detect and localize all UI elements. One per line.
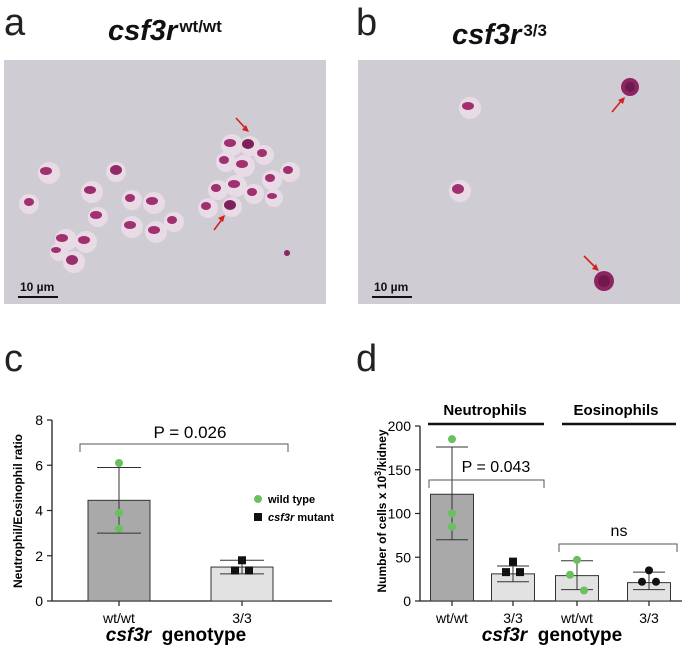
x-axis-label: csf3r genotype [482, 625, 622, 646]
cell-cluster-left [19, 162, 184, 273]
panel-a-title: csf3r wt/wt [108, 16, 222, 46]
data-point [115, 458, 123, 467]
legend-marker-wild-type [254, 495, 262, 503]
x-axis-label-rest: genotype [527, 625, 622, 646]
y-tick-label: 4 [35, 503, 43, 519]
data-point [502, 568, 510, 577]
y-tick-label: 2 [35, 548, 43, 564]
data-point [566, 570, 574, 579]
x-tick-label: 3/3 [232, 610, 252, 626]
data-point [573, 555, 581, 564]
data-point [652, 577, 660, 586]
chart-d: 0 50 100 150 200 wt/wt 3/3 wt/wt 3/3 Neutrophils E… [373, 402, 682, 646]
panel-letter-d: d [356, 338, 378, 380]
y-axis-label-sup: 3 [373, 471, 383, 476]
x-tick-label: 3/3 [639, 610, 659, 626]
x-tick-label: wt/wt [560, 610, 593, 626]
group-label-eosinophils: Eosinophils [573, 402, 658, 419]
chart-c: 0 2 4 6 8 wt/wt 3/3 P = 0.026 wild type csf3r mut… [11, 412, 334, 646]
scale-bar-label-a: 10 µm [20, 280, 55, 294]
scale-bar-a [18, 296, 58, 298]
scale-bar-label-b: 10 µm [374, 280, 409, 294]
ns-annotation: ns [611, 523, 628, 540]
y-axis-label: Neutrophil/Eosinophil ratio [11, 434, 25, 588]
data-point [448, 509, 456, 518]
arrows-wt [213, 117, 249, 231]
x-axis-label-gene: csf3r [482, 625, 529, 646]
x-tick-label: 3/3 [503, 610, 523, 626]
y-axis-label-end: /kidney [375, 429, 389, 471]
group-label-neutrophils: Neutrophils [443, 402, 526, 419]
y-tick-label: 150 [388, 462, 412, 478]
data-point [238, 556, 246, 565]
legend-label-wild-type: wild type [267, 494, 315, 506]
ns-bracket [558, 543, 678, 552]
data-point [448, 522, 456, 531]
panel-b-genotype: 3/3 [523, 21, 547, 40]
legend-label-mutant-rest: mutant [294, 512, 334, 524]
x-axis-label-rest: genotype [151, 625, 246, 646]
x-tick-label: wt/wt [435, 610, 468, 626]
panel-letter-a: a [4, 2, 26, 44]
significance-bracket [79, 443, 289, 452]
y-tick-label: 6 [35, 457, 43, 473]
y-axis-label-main: Number of cells x 10 [375, 476, 389, 593]
data-point [448, 435, 456, 444]
data-point [638, 577, 646, 586]
legend-marker-mutant [254, 513, 262, 521]
panel-a-genotype: wt/wt [179, 17, 222, 36]
p-value-annotation: P = 0.043 [462, 459, 531, 476]
data-point [580, 586, 588, 595]
legend-label-mutant: csf3r mutant [268, 512, 334, 524]
micrograph-mutant: 10 µm [358, 60, 680, 304]
y-tick-label: 0 [35, 593, 43, 609]
scale-bar-b [372, 296, 412, 298]
panel-letter-b: b [356, 2, 378, 44]
data-point [245, 566, 253, 575]
significance-bracket [428, 479, 545, 488]
cell-cluster-right [198, 134, 300, 256]
panel-letter-c: c [4, 338, 23, 380]
data-point [231, 566, 239, 575]
panel-a-gene: csf3r [108, 15, 178, 47]
p-value-annotation: P = 0.026 [154, 423, 227, 442]
panel-b-title: csf3r 3/3 [452, 20, 547, 50]
y-tick-label: 200 [388, 418, 412, 434]
x-tick-label: wt/wt [102, 610, 135, 626]
data-point [645, 566, 653, 575]
legend-label-mutant-gene: csf3r [268, 512, 295, 524]
data-point [516, 568, 524, 577]
micrograph-wt: 10 µm [4, 60, 326, 304]
y-tick-label: 100 [388, 506, 412, 522]
panel-b-gene: csf3r [452, 19, 522, 51]
y-tick-label: 0 [403, 593, 411, 609]
y-tick-label: 8 [35, 412, 43, 428]
y-axis-label: Number of cells x 103/kidney [373, 429, 389, 592]
data-point [115, 524, 123, 533]
x-axis-label: csf3r genotype [106, 625, 246, 646]
y-tick-label: 50 [395, 549, 411, 565]
data-point [115, 508, 123, 517]
micrograph-wt-cells [19, 117, 300, 273]
data-point [509, 557, 517, 566]
x-axis-label-gene: csf3r [106, 625, 153, 646]
micrograph-mutant-cells [449, 78, 639, 291]
